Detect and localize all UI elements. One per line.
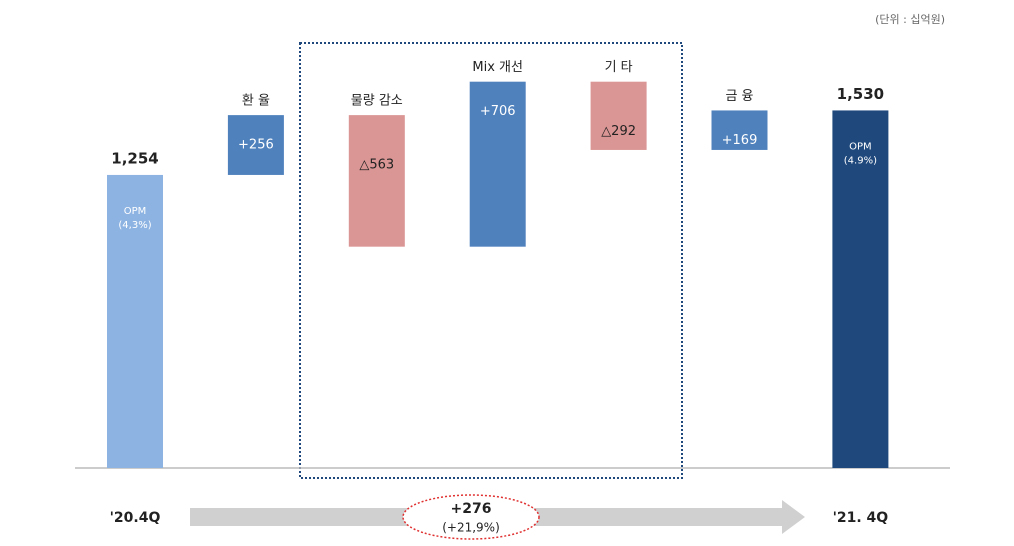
bar-note: OPM — [849, 141, 872, 152]
value-label: 1,530 — [837, 85, 884, 103]
bar — [469, 81, 526, 247]
bar-note: OPM — [124, 206, 147, 217]
category-label: 환 율 — [242, 94, 270, 109]
category-label: 금 융 — [725, 89, 753, 104]
x-label: '20.4Q — [110, 510, 161, 526]
bar-note: (4,3%) — [118, 220, 151, 231]
value-label: △563 — [359, 158, 394, 173]
value-label: +256 — [238, 138, 274, 153]
bar — [107, 174, 163, 469]
unit-note: (단위 : 십억원) — [875, 13, 945, 26]
value-label: +706 — [480, 104, 516, 119]
bar — [348, 115, 405, 247]
change-ellipse — [402, 494, 540, 540]
category-label: 물량 감소 — [351, 94, 403, 109]
group-box — [299, 42, 683, 479]
value-label: △292 — [601, 124, 636, 139]
value-label: 1,254 — [111, 149, 158, 167]
change-label: +276 — [451, 501, 492, 517]
bar — [590, 81, 647, 150]
x-label: '21. 4Q — [833, 510, 889, 526]
bar — [227, 115, 284, 175]
bar-note: (4.9%) — [844, 155, 877, 166]
bar — [711, 110, 768, 150]
bar — [832, 110, 889, 469]
value-label: +169 — [722, 133, 758, 148]
category-label: 기 타 — [605, 60, 633, 75]
category-label: Mix 개선 — [472, 60, 523, 75]
change-pct: (+21,9%) — [442, 521, 500, 535]
